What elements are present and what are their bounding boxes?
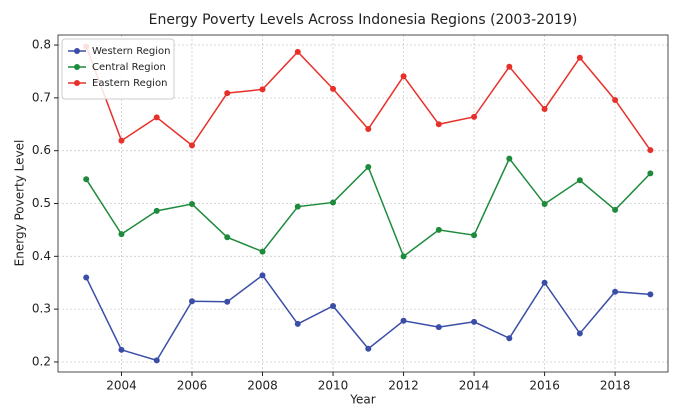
legend-marker [74,64,80,70]
data-point [330,199,337,206]
data-point [647,291,654,298]
data-point [83,176,90,183]
data-point [612,206,619,213]
data-point [224,298,231,305]
x-axis-label: Year [349,393,375,407]
x-tick-label: 2016 [529,379,560,393]
data-point [294,48,301,55]
data-point [118,231,125,238]
data-point [400,73,407,80]
legend-marker [74,48,80,54]
y-tick-label: 0.6 [32,143,51,157]
data-point [153,207,160,214]
y-tick-label: 0.3 [32,302,51,316]
data-point [118,346,125,353]
x-tick-label: 2010 [318,379,349,393]
x-tick-label: 2004 [106,379,137,393]
data-point [435,226,442,233]
data-point [330,302,337,309]
data-point [435,324,442,331]
y-tick-label: 0.2 [32,354,51,368]
data-point [647,147,654,154]
plot-frame [57,34,669,373]
data-point [541,201,548,208]
data-point [471,232,478,239]
data-point [506,155,513,162]
data-point [294,203,301,210]
x-tick-label: 2006 [177,379,208,393]
data-point [576,54,583,61]
data-point [259,248,266,255]
x-tick-label: 2012 [388,379,419,393]
legend-label: Central Region [92,62,166,73]
data-point [188,201,195,208]
legend: Western Region Central Region Eastern Regi… [61,38,175,100]
data-point [365,345,372,352]
data-point [365,126,372,133]
legend-label: Eastern Region [92,78,167,89]
legend-marker [74,80,80,86]
data-point [224,90,231,97]
y-tick-label: 0.5 [32,196,51,210]
y-tick-label: 0.8 [32,38,51,52]
data-point [188,298,195,305]
data-point [83,274,90,281]
data-point [224,234,231,241]
data-point [153,357,160,364]
x-tick-label: 2014 [459,379,490,393]
data-point [506,335,513,342]
data-point [259,272,266,279]
data-point [118,137,125,144]
data-point [506,63,513,70]
x-tick-label: 2018 [600,379,631,393]
data-point [647,170,654,177]
data-point [576,177,583,184]
data-point [471,318,478,325]
y-tick-label: 0.4 [32,249,51,263]
data-point [330,85,337,92]
data-point [400,253,407,260]
data-point [259,86,266,93]
data-point [541,279,548,286]
legend-box [61,38,175,100]
y-axis-label: Energy Poverty Level [13,140,27,267]
data-point [153,114,160,121]
data-point [294,320,301,327]
chart-title: Energy Poverty Levels Across Indonesia R… [149,12,578,28]
x-tick-label: 2008 [247,379,278,393]
data-point [188,142,195,149]
data-point [400,317,407,324]
data-point [612,288,619,295]
data-point [576,330,583,337]
data-point [471,113,478,120]
legend-label: Western Region [92,46,170,57]
data-point [365,164,372,171]
y-tick-label: 0.7 [32,90,51,104]
data-point [435,121,442,128]
data-point [612,96,619,103]
data-point [541,105,548,112]
